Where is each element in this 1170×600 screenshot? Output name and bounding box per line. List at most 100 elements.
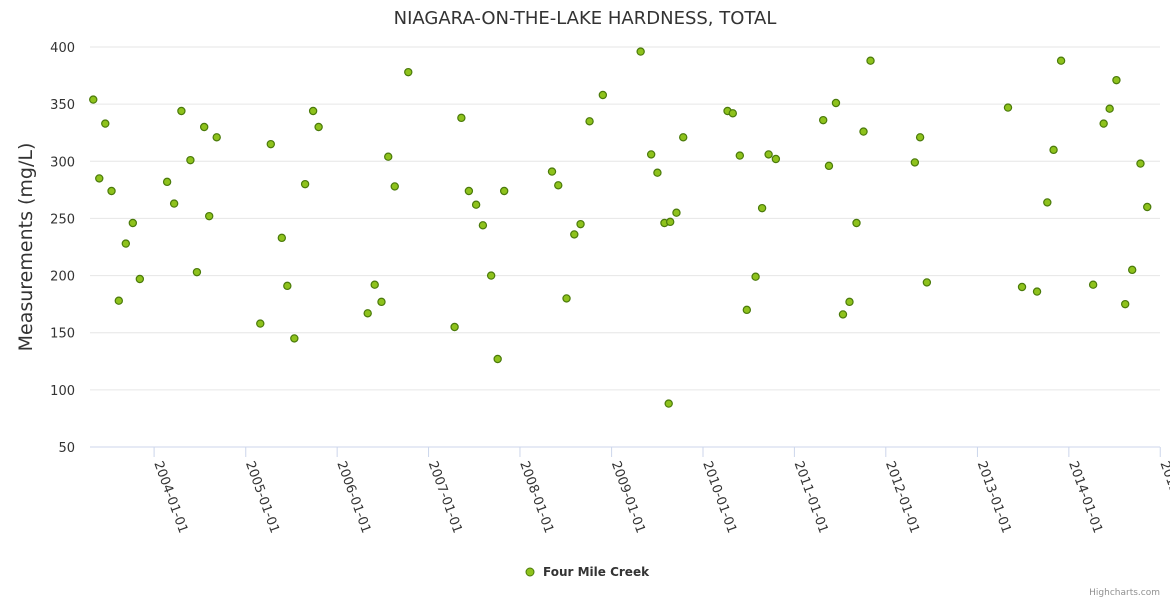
data-point[interactable] bbox=[212, 133, 221, 142]
data-point[interactable] bbox=[277, 233, 287, 243]
data-point[interactable] bbox=[478, 221, 488, 230]
data-point[interactable] bbox=[95, 174, 104, 183]
data-point[interactable] bbox=[547, 167, 557, 176]
data-point[interactable] bbox=[177, 106, 186, 116]
data-point[interactable] bbox=[114, 296, 123, 305]
chart-title: NIAGARA-ON-THE-LAKE HARDNESS, TOTAL bbox=[394, 8, 777, 29]
data-point[interactable] bbox=[89, 95, 98, 104]
data-point[interactable] bbox=[493, 354, 502, 364]
credits-link[interactable]: Highcharts.com bbox=[1089, 588, 1160, 598]
data-point[interactable] bbox=[1043, 198, 1052, 207]
data-point[interactable] bbox=[283, 281, 292, 291]
data-point[interactable] bbox=[192, 267, 202, 277]
data-point[interactable] bbox=[199, 122, 209, 132]
data-point[interactable] bbox=[1136, 159, 1145, 168]
data-point[interactable] bbox=[370, 280, 379, 289]
data-point[interactable] bbox=[162, 177, 172, 187]
y-tick-label: 300 bbox=[50, 155, 75, 170]
data-point[interactable] bbox=[457, 113, 466, 123]
data-point[interactable] bbox=[1049, 145, 1058, 155]
data-point[interactable] bbox=[450, 322, 459, 332]
data-point[interactable] bbox=[679, 133, 688, 142]
data-point[interactable] bbox=[831, 98, 841, 108]
y-tick-label: 150 bbox=[50, 327, 75, 342]
data-point[interactable] bbox=[314, 122, 323, 132]
data-point[interactable] bbox=[128, 218, 138, 228]
y-tick-label: 350 bbox=[50, 98, 75, 113]
data-point[interactable] bbox=[169, 199, 179, 208]
data-point[interactable] bbox=[1032, 287, 1042, 296]
data-point[interactable] bbox=[1105, 104, 1114, 113]
data-point[interactable] bbox=[1003, 103, 1013, 112]
y-tick-label: 250 bbox=[50, 212, 75, 227]
data-point[interactable] bbox=[576, 219, 585, 229]
data-point[interactable] bbox=[1099, 119, 1108, 128]
data-point[interactable] bbox=[464, 186, 474, 196]
data-point[interactable] bbox=[910, 158, 920, 167]
data-point[interactable] bbox=[290, 334, 299, 343]
data-point[interactable] bbox=[735, 151, 745, 160]
data-point[interactable] bbox=[664, 399, 673, 408]
data-point[interactable] bbox=[1128, 265, 1137, 275]
data-point[interactable] bbox=[866, 56, 875, 65]
data-point[interactable] bbox=[751, 272, 760, 281]
data-point[interactable] bbox=[363, 309, 372, 318]
data-point[interactable] bbox=[838, 310, 848, 319]
data-point[interactable] bbox=[598, 90, 608, 100]
data-point[interactable] bbox=[562, 294, 571, 303]
data-point[interactable] bbox=[742, 305, 752, 315]
data-point[interactable] bbox=[852, 218, 861, 228]
series-four-mile-creek[interactable] bbox=[89, 47, 1152, 408]
data-point[interactable] bbox=[859, 127, 868, 136]
data-point[interactable] bbox=[1120, 299, 1130, 309]
y-tick-label: 100 bbox=[50, 384, 75, 399]
data-point[interactable] bbox=[915, 133, 925, 142]
data-point[interactable] bbox=[1017, 282, 1027, 292]
data-point[interactable] bbox=[728, 109, 738, 118]
data-point[interactable] bbox=[672, 208, 681, 217]
data-point[interactable] bbox=[486, 271, 496, 280]
data-point[interactable] bbox=[922, 278, 932, 287]
data-point[interactable] bbox=[266, 139, 275, 149]
data-point[interactable] bbox=[764, 150, 773, 159]
data-point[interactable] bbox=[1112, 75, 1121, 85]
data-point[interactable] bbox=[471, 200, 481, 209]
data-point[interactable] bbox=[499, 186, 509, 196]
legend[interactable]: Four Mile Creek bbox=[525, 565, 650, 579]
y-tick-label: 400 bbox=[50, 41, 75, 56]
data-point[interactable] bbox=[1143, 202, 1152, 212]
data-point[interactable] bbox=[300, 179, 310, 189]
data-point[interactable] bbox=[1088, 280, 1098, 289]
data-point[interactable] bbox=[135, 274, 145, 284]
data-point[interactable] bbox=[646, 150, 656, 159]
legend-item-four-mile-creek[interactable]: Four Mile Creek bbox=[543, 565, 650, 579]
data-point[interactable] bbox=[384, 152, 393, 161]
data-point[interactable] bbox=[570, 230, 579, 239]
data-point[interactable] bbox=[101, 119, 110, 128]
data-point[interactable] bbox=[653, 168, 662, 177]
data-point[interactable] bbox=[121, 239, 131, 248]
data-point[interactable] bbox=[256, 319, 265, 328]
data-point[interactable] bbox=[818, 115, 828, 125]
legend-marker[interactable] bbox=[525, 567, 535, 577]
data-point[interactable] bbox=[665, 217, 675, 227]
data-point[interactable] bbox=[404, 67, 413, 77]
data-point[interactable] bbox=[204, 211, 214, 221]
data-point[interactable] bbox=[390, 182, 399, 191]
data-point[interactable] bbox=[308, 106, 318, 116]
data-point[interactable] bbox=[377, 297, 386, 307]
data-point[interactable] bbox=[845, 297, 854, 307]
y-axis-title: Measurements (mg/L) bbox=[15, 143, 37, 352]
data-point[interactable] bbox=[824, 161, 834, 171]
data-point[interactable] bbox=[636, 47, 645, 56]
data-point[interactable] bbox=[554, 181, 563, 190]
grid-lines bbox=[90, 46, 1160, 448]
data-point[interactable] bbox=[771, 154, 781, 164]
data-point[interactable] bbox=[107, 186, 116, 196]
data-point[interactable] bbox=[1056, 56, 1066, 65]
data-point[interactable] bbox=[757, 203, 767, 213]
data-point[interactable] bbox=[186, 155, 195, 165]
data-point[interactable] bbox=[585, 117, 594, 126]
